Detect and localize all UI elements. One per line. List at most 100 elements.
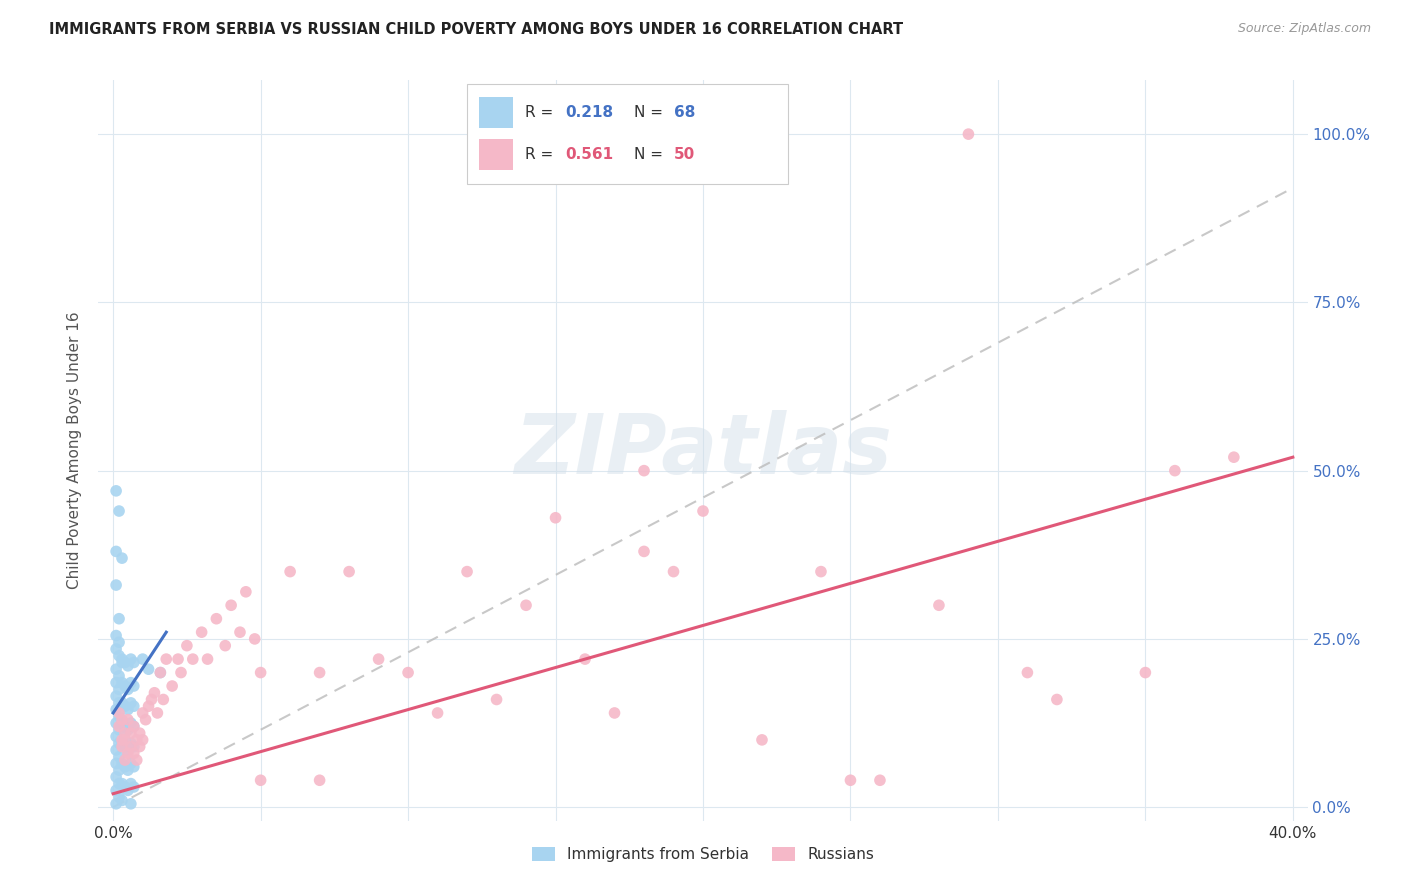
- Point: [120, 739, 142, 754]
- Point: [108, 648, 131, 663]
- Point: [114, 753, 136, 767]
- Point: [181, 652, 204, 666]
- Point: [114, 699, 136, 714]
- Point: [108, 763, 131, 777]
- Point: [120, 797, 142, 811]
- Text: Source: ZipAtlas.com: Source: ZipAtlas.com: [1237, 22, 1371, 36]
- Point: [721, 127, 744, 141]
- Text: 0.218: 0.218: [565, 104, 613, 120]
- Point: [138, 662, 160, 676]
- Point: [515, 599, 537, 613]
- Point: [810, 565, 832, 579]
- Point: [117, 703, 139, 717]
- Point: [108, 736, 131, 750]
- Point: [122, 719, 145, 733]
- Text: 0.561: 0.561: [565, 147, 613, 161]
- Point: [108, 709, 131, 723]
- Point: [485, 692, 508, 706]
- Point: [128, 726, 150, 740]
- Point: [105, 483, 128, 498]
- Point: [117, 747, 139, 761]
- Text: ZIPatlas: ZIPatlas: [515, 410, 891, 491]
- Text: R =: R =: [526, 104, 558, 120]
- Point: [1046, 692, 1069, 706]
- Point: [957, 127, 980, 141]
- Point: [122, 760, 145, 774]
- Point: [1135, 665, 1157, 680]
- Point: [152, 692, 174, 706]
- Point: [105, 703, 128, 717]
- Point: [108, 749, 131, 764]
- Point: [117, 658, 139, 673]
- Point: [426, 706, 449, 720]
- Point: [111, 696, 134, 710]
- Point: [167, 652, 190, 666]
- Point: [108, 790, 131, 805]
- Point: [396, 665, 419, 680]
- Point: [128, 739, 150, 754]
- Point: [662, 565, 685, 579]
- Point: [176, 639, 198, 653]
- Point: [149, 665, 172, 680]
- Point: [111, 776, 134, 791]
- Point: [278, 565, 301, 579]
- Point: [108, 682, 131, 697]
- Point: [105, 797, 128, 811]
- Point: [105, 662, 128, 676]
- Point: [120, 716, 142, 731]
- Point: [125, 732, 148, 747]
- Point: [120, 776, 142, 791]
- Text: R =: R =: [526, 147, 558, 161]
- Point: [114, 719, 136, 733]
- Point: [111, 793, 134, 807]
- Point: [229, 625, 252, 640]
- Point: [574, 652, 596, 666]
- Point: [122, 679, 145, 693]
- Point: [108, 696, 131, 710]
- Point: [141, 692, 163, 706]
- Point: [117, 723, 139, 737]
- Point: [108, 719, 131, 733]
- Point: [1017, 665, 1039, 680]
- Point: [633, 464, 655, 478]
- Point: [120, 726, 142, 740]
- Point: [111, 656, 134, 670]
- Point: [120, 696, 142, 710]
- Point: [122, 719, 145, 733]
- Point: [869, 773, 891, 788]
- Point: [117, 763, 139, 777]
- Point: [117, 713, 139, 727]
- Point: [120, 675, 142, 690]
- Text: 68: 68: [673, 104, 696, 120]
- Text: 50: 50: [673, 147, 695, 161]
- Point: [122, 699, 145, 714]
- Point: [105, 544, 128, 558]
- Point: [108, 706, 131, 720]
- Point: [114, 732, 136, 747]
- Point: [117, 743, 139, 757]
- FancyBboxPatch shape: [467, 84, 787, 184]
- Point: [122, 747, 145, 761]
- Point: [131, 732, 153, 747]
- Point: [138, 699, 160, 714]
- Point: [105, 716, 128, 731]
- Legend: Immigrants from Serbia, Russians: Immigrants from Serbia, Russians: [526, 841, 880, 869]
- Point: [108, 723, 131, 737]
- Point: [111, 732, 134, 747]
- Point: [114, 679, 136, 693]
- Text: N =: N =: [634, 104, 668, 120]
- Point: [160, 679, 183, 693]
- Point: [122, 780, 145, 794]
- Text: N =: N =: [634, 147, 668, 161]
- Point: [105, 730, 128, 744]
- Point: [135, 713, 157, 727]
- Point: [114, 726, 136, 740]
- Point: [108, 504, 131, 518]
- Point: [197, 652, 219, 666]
- Point: [105, 783, 128, 797]
- Point: [155, 652, 177, 666]
- Point: [131, 706, 153, 720]
- Point: [243, 632, 266, 646]
- Point: [249, 665, 271, 680]
- Point: [117, 783, 139, 797]
